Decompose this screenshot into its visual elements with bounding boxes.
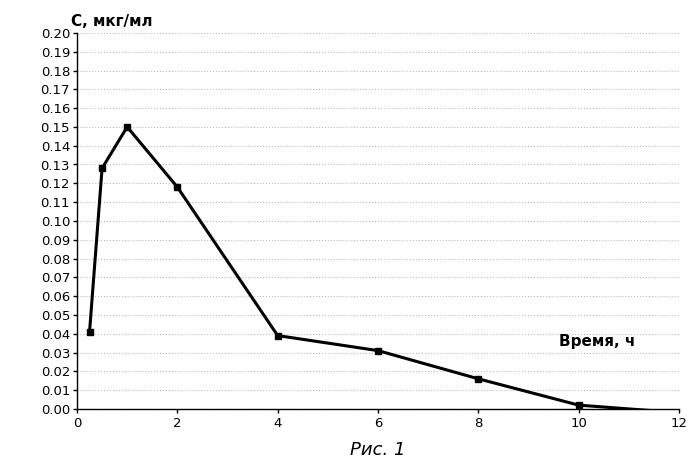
Text: Время, ч: Время, ч [559, 334, 635, 349]
Text: С, мкг/мл: С, мкг/мл [71, 14, 153, 29]
X-axis label: Рис. 1: Рис. 1 [350, 441, 406, 459]
